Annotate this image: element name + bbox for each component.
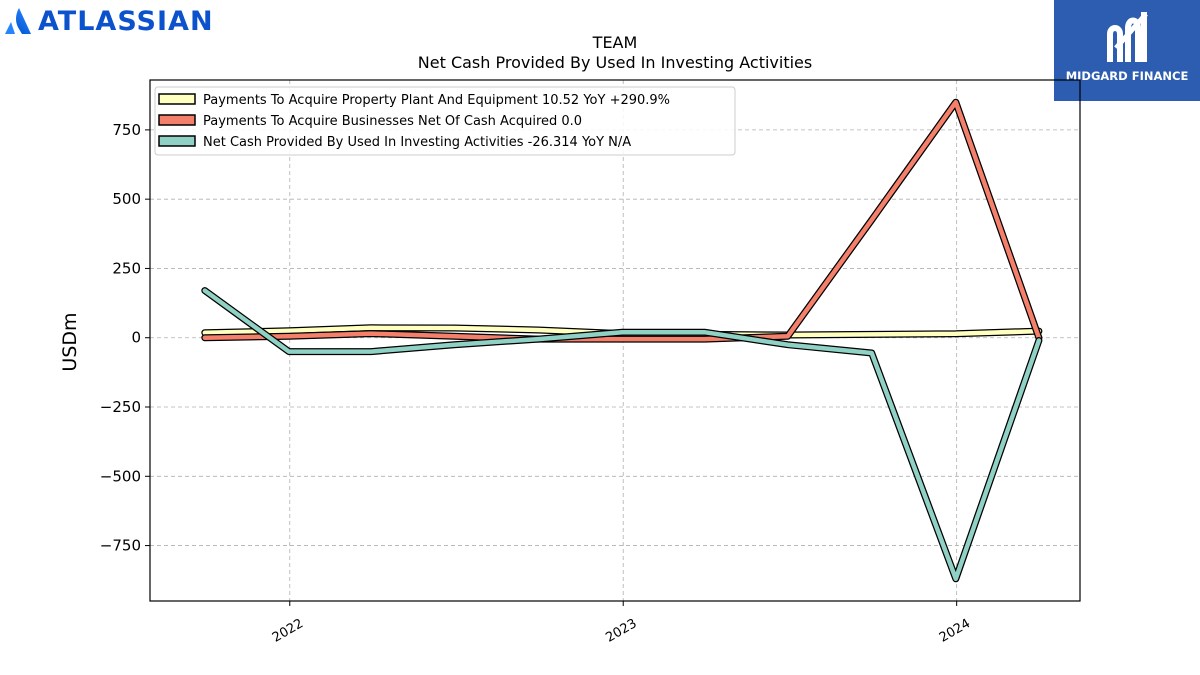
series-line-1 [201, 98, 1043, 343]
publisher-logo: MIDGARD FINANCE [1054, 0, 1200, 101]
y-tick-label: −250 [100, 398, 141, 416]
legend-label: Payments To Acquire Property Plant And E… [203, 93, 670, 108]
y-tick-label: −750 [100, 537, 141, 555]
legend-swatch [158, 135, 196, 147]
chart-subtitle: Net Cash Provided By Used In Investing A… [418, 53, 812, 72]
y-tick-label: 500 [112, 190, 141, 208]
midgard-monogram-icon [1107, 12, 1148, 62]
legend-box [154, 86, 736, 156]
legend-label: Net Cash Provided By Used In Investing A… [203, 135, 631, 150]
company-logo: ATLASSIAN [4, 4, 214, 38]
atlassian-triangle-icon [5, 8, 31, 34]
series-line [202, 99, 1042, 342]
y-tick-label: 250 [112, 259, 141, 277]
publisher-logo-text: MIDGARD FINANCE [1065, 69, 1189, 83]
y-tick-label: 750 [112, 121, 141, 139]
series-lines [201, 98, 1043, 583]
y-tick-label: −500 [100, 467, 141, 485]
legend-swatch [158, 93, 196, 105]
series-line-2 [201, 287, 1043, 583]
legend-swatch [158, 114, 196, 126]
chart-title: TEAM [592, 33, 638, 52]
legend-label: Payments To Acquire Businesses Net Of Ca… [203, 114, 582, 129]
company-logo-text: ATLASSIAN [38, 5, 214, 37]
plot-frame [149, 79, 1081, 602]
axis-ticks: 750 500 250 0 −250 −500 −750 2022 2023 2024 [100, 121, 973, 646]
y-axis-label: USDm [59, 312, 81, 371]
series-line [202, 288, 1042, 582]
y-tick-label: 0 [131, 329, 141, 347]
x-tick-label: 2022 [270, 616, 306, 646]
x-tick-label: 2024 [937, 616, 973, 646]
legend: Payments To Acquire Property Plant And E… [154, 86, 736, 156]
x-tick-label: 2023 [603, 616, 639, 646]
